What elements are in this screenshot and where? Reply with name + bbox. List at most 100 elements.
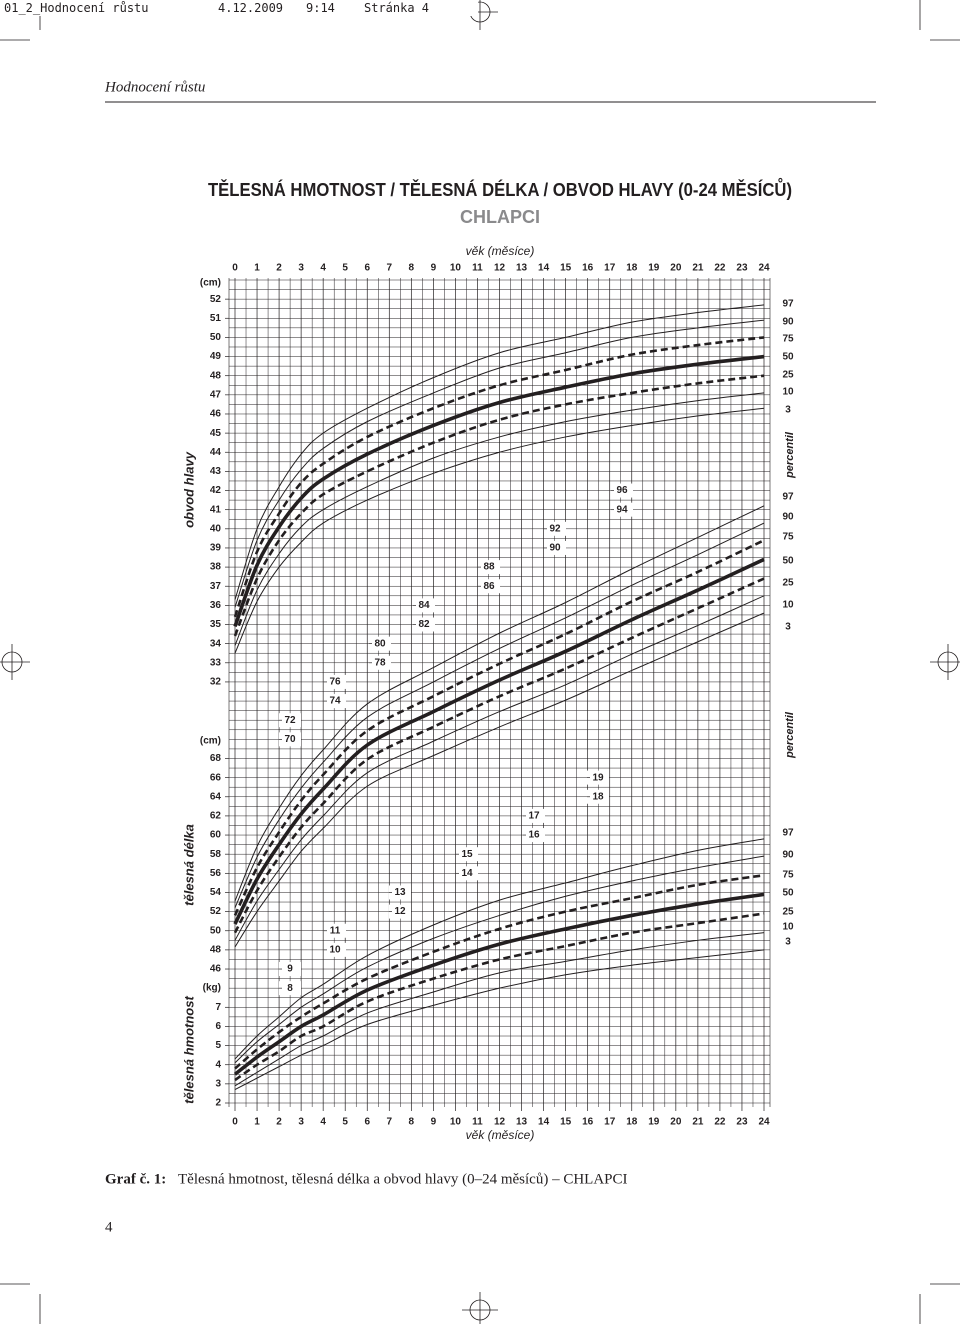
slug-background bbox=[0, 0, 478, 16]
x-tick-label: 3 bbox=[298, 1117, 304, 1128]
x-tick-label: 17 bbox=[604, 263, 616, 274]
legend-label: 97 bbox=[782, 828, 794, 839]
label-box bbox=[324, 923, 346, 938]
y-tick-label: 36 bbox=[210, 600, 222, 611]
x-tick-label: 15 bbox=[560, 263, 572, 274]
x-tick-label: 19 bbox=[648, 263, 660, 274]
x-tick-label: 1 bbox=[254, 263, 260, 274]
y-tick-label: 88 bbox=[483, 562, 495, 573]
y-tick-label: 42 bbox=[210, 485, 222, 496]
label-box bbox=[413, 598, 435, 613]
x-tick-label: 23 bbox=[736, 263, 748, 274]
y-tick-label: 2 bbox=[215, 1098, 221, 1109]
x-tick-label: 24 bbox=[758, 1117, 770, 1128]
inline-labels: 70 72 74 76 78 80 82 84 86 88 90 92 94 96 8 9 10 11 12 13 14… bbox=[279, 483, 633, 996]
y-tick-label: 5 bbox=[215, 1040, 221, 1051]
growth-chart: 0 1 2 3 4 5 6 7 8 9 10 11 12 13 14 15 16 17 18 19 20 21 22 23 24… bbox=[181, 244, 795, 1142]
legend-label: 97 bbox=[782, 492, 794, 503]
y-tick-label: 41 bbox=[210, 504, 222, 515]
label-box bbox=[279, 732, 301, 747]
y-tick-label: 3 bbox=[215, 1079, 221, 1090]
label-box bbox=[279, 962, 301, 977]
label-box bbox=[389, 904, 411, 919]
x-tick-label: 21 bbox=[692, 1117, 704, 1128]
x-axis-label: věk (měsíce) bbox=[466, 244, 535, 258]
x-tick-label: 22 bbox=[714, 1117, 726, 1128]
x-tick-label: 1 bbox=[254, 1117, 260, 1128]
legend-label: 25 bbox=[782, 370, 794, 381]
x-tick-label: 20 bbox=[670, 1117, 682, 1128]
y-tick-label: 46 bbox=[210, 409, 222, 420]
legend-label: 3 bbox=[785, 937, 791, 948]
y-tick-label: 34 bbox=[210, 638, 222, 649]
print-page: Stránka 4 bbox=[364, 1, 429, 15]
x-tick-label: 3 bbox=[298, 263, 304, 274]
y-tick-label: 8 bbox=[287, 983, 293, 994]
x-tick-label: 0 bbox=[232, 263, 238, 274]
x-tick-label: 7 bbox=[387, 263, 393, 274]
y-tick-label: 4 bbox=[215, 1059, 221, 1070]
percentile-curve bbox=[234, 932, 765, 1087]
y-axis-label: tělesná délka bbox=[181, 824, 196, 906]
y-tick-label: 13 bbox=[394, 887, 406, 898]
y-unit: (kg) bbox=[203, 983, 221, 994]
y-tick-label: 52 bbox=[210, 906, 222, 917]
x-tick-label: 4 bbox=[320, 263, 326, 274]
x-tick-label: 18 bbox=[626, 1117, 638, 1128]
x-tick-label: 24 bbox=[758, 263, 770, 274]
caption-text: Tělesná hmotnost, tělesná délka a obvod … bbox=[178, 1171, 628, 1187]
percentile-curve bbox=[233, 354, 765, 628]
y-tick-label: 44 bbox=[210, 447, 222, 458]
y-tick-label: 7 bbox=[215, 1002, 221, 1013]
percentile-curve bbox=[234, 855, 765, 1064]
x-tick-label: 7 bbox=[387, 1117, 393, 1128]
percentile-curve bbox=[234, 912, 765, 1082]
print-time: 9:14 bbox=[306, 1, 335, 15]
x-tick-label: 6 bbox=[364, 1117, 370, 1128]
y-tick-label: 16 bbox=[528, 830, 540, 841]
legend-label: 90 bbox=[782, 850, 794, 861]
percentile-curve bbox=[234, 522, 765, 908]
x-tick-label: 16 bbox=[582, 263, 594, 274]
y-tick-label: 54 bbox=[210, 887, 222, 898]
percentile-curve bbox=[233, 577, 765, 934]
x-tick-label: 8 bbox=[409, 1117, 415, 1128]
y-tick-label: 51 bbox=[210, 313, 222, 324]
x-tick-label: 2 bbox=[276, 263, 282, 274]
y-tick-label: 70 bbox=[284, 734, 296, 745]
x-tick-label: 8 bbox=[409, 263, 415, 274]
chart-title: TĚLESNÁ HMOTNOST / TĚLESNÁ DÉLKA / OBVOD… bbox=[208, 178, 792, 200]
label-box bbox=[523, 808, 545, 823]
label-box bbox=[279, 981, 301, 996]
x-tick-label: 22 bbox=[714, 263, 726, 274]
legend-label: 97 bbox=[782, 299, 794, 310]
x-tick-label: 10 bbox=[450, 1117, 462, 1128]
label-box bbox=[611, 483, 633, 498]
x-tick-label: 14 bbox=[538, 1117, 550, 1128]
y-tick-label: 50 bbox=[210, 925, 222, 936]
percentile-curve bbox=[234, 873, 765, 1070]
y-tick-label: 94 bbox=[616, 504, 628, 515]
y-tick-label: 6 bbox=[215, 1021, 221, 1032]
y-tick-label: 76 bbox=[329, 677, 341, 688]
x-tick-label: 13 bbox=[516, 263, 528, 274]
percentile-curve bbox=[234, 838, 765, 1060]
legend-label: 25 bbox=[782, 907, 794, 918]
y-tick-label: 78 bbox=[374, 657, 386, 668]
y-axis-label: tělesná hmotnost bbox=[181, 996, 196, 1104]
x-tick-label: 2 bbox=[276, 1117, 282, 1128]
percentile-curve bbox=[234, 407, 765, 654]
legend-title: percentil bbox=[784, 711, 796, 759]
label-box bbox=[478, 579, 500, 594]
x-tick-label: 21 bbox=[692, 263, 704, 274]
label-box bbox=[324, 674, 346, 689]
print-file: 01_2_Hodnocení růstu bbox=[4, 1, 149, 15]
percentile-curve bbox=[233, 539, 765, 916]
y-tick-label: 10 bbox=[329, 945, 341, 956]
label-box bbox=[611, 502, 633, 517]
legend-title: percentil bbox=[784, 431, 796, 479]
label-box bbox=[587, 770, 609, 785]
label-box bbox=[369, 655, 391, 670]
x-tick-label: 16 bbox=[582, 1117, 594, 1128]
